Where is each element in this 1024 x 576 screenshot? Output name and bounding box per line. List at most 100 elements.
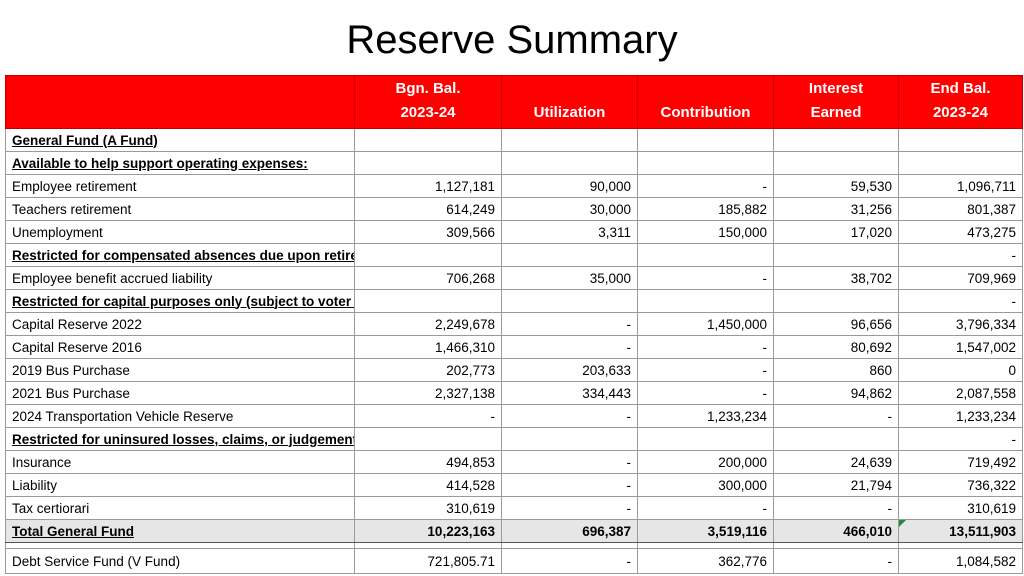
header-contribution: Contribution (637, 75, 774, 129)
bgn-bal-cell: 310,619 (354, 496, 502, 520)
end-bal-cell: 709,969 (898, 266, 1023, 290)
row-label: 2019 Bus Purchase (5, 358, 355, 382)
end-bal-cell: - (898, 243, 1023, 267)
utilization-cell: 696,387 (501, 519, 638, 543)
end-bal-cell: 801,387 (898, 197, 1023, 221)
row-label: Liability (5, 473, 355, 497)
utilization-cell: - (501, 496, 638, 520)
row-label: Employee retirement (5, 174, 355, 198)
bgn-bal-cell (354, 289, 502, 313)
interest-cell: 860 (773, 358, 899, 382)
header-row: Bgn. Bal. 2023-24 Utilization Contributio… (5, 75, 1023, 129)
utilization-cell: - (501, 312, 638, 336)
interest-cell (773, 289, 899, 313)
utilization-cell (501, 151, 638, 175)
end-bal-cell (898, 151, 1023, 175)
row-label: Capital Reserve 2022 (5, 312, 355, 336)
contribution-cell: - (637, 335, 774, 359)
table-row: Teachers retirement 614,249 30,000 185,882 3… (5, 197, 1023, 221)
utilization-cell: - (501, 473, 638, 497)
row-label: Restricted for compensated absences due … (5, 243, 355, 267)
header-interest-line1: Interest (808, 80, 864, 97)
utilization-cell: 3,311 (501, 220, 638, 244)
end-bal-cell (898, 128, 1023, 152)
section-header-row: Restricted for uninsured losses, claims,… (5, 427, 1023, 451)
contribution-cell (637, 151, 774, 175)
end-bal-cell: 1,096,711 (898, 174, 1023, 198)
header-interest-line2: Earned (810, 104, 862, 121)
interest-cell: 38,702 (773, 266, 899, 290)
header-bgn-line1: Bgn. Bal. (395, 80, 461, 97)
table-row: Capital Reserve 2016 1,466,310- -80,692 1,5… (5, 335, 1023, 359)
utilization-cell: - (501, 335, 638, 359)
bgn-bal-cell: 1,466,310 (354, 335, 502, 359)
reserve-summary-table: Bgn. Bal. 2023-24 Utilization Contributio… (5, 75, 1023, 574)
contribution-cell: 300,000 (637, 473, 774, 497)
header-bgn-line2: 2023-24 (400, 104, 456, 121)
end-bal-cell: 0 (898, 358, 1023, 382)
interest-cell (773, 151, 899, 175)
table-row: Unemployment 309,566 3,311 150,000 17,020 473… (5, 220, 1023, 244)
contribution-cell: 150,000 (637, 220, 774, 244)
bgn-bal-cell: 202,773 (354, 358, 502, 382)
interest-cell: 466,010 (773, 519, 899, 543)
row-label: Employee benefit accrued liability (5, 266, 355, 290)
bgn-bal-cell (354, 128, 502, 152)
spacer-cell (898, 542, 1023, 549)
contribution-cell: - (637, 174, 774, 198)
row-label: Teachers retirement (5, 197, 355, 221)
utilization-cell: - (501, 548, 638, 574)
row-label: Insurance (5, 450, 355, 474)
end-bal-cell: 1,233,234 (898, 404, 1023, 428)
interest-cell: 80,692 (773, 335, 899, 359)
bgn-bal-cell: 1,127,181 (354, 174, 502, 198)
contribution-cell (637, 427, 774, 451)
end-bal-cell: - (898, 427, 1023, 451)
section-header-row: Restricted for capital purposes only (su… (5, 289, 1023, 313)
page-title: Reserve Summary (346, 18, 678, 62)
section-header-row: Restricted for compensated absences due … (5, 243, 1023, 267)
interest-cell: 24,639 (773, 450, 899, 474)
header-utilization: Utilization (501, 75, 638, 129)
contribution-cell (637, 243, 774, 267)
contribution-cell (637, 128, 774, 152)
table-row: 2021 Bus Purchase 2,327,138 334,443-94,862… (5, 381, 1023, 405)
bgn-bal-cell: 2,249,678 (354, 312, 502, 336)
interest-cell (773, 128, 899, 152)
table-row: Tax certiorari 310,619- - -310,619 (5, 496, 1023, 520)
utilization-cell: 35,000 (501, 266, 638, 290)
row-label: Total General Fund (5, 519, 355, 543)
interest-cell: 21,794 (773, 473, 899, 497)
utilization-cell (501, 128, 638, 152)
end-bal-cell: - (898, 289, 1023, 313)
interest-cell: 31,256 (773, 197, 899, 221)
interest-cell: 94,862 (773, 381, 899, 405)
interest-cell: - (773, 548, 899, 574)
table-body: General Fund (A Fund) Available to help s… (5, 128, 1023, 574)
utilization-cell (501, 243, 638, 267)
end-bal-cell: 2,087,558 (898, 381, 1023, 405)
end-bal-cell: 736,322 (898, 473, 1023, 497)
row-label: Capital Reserve 2016 (5, 335, 355, 359)
interest-cell: 17,020 (773, 220, 899, 244)
utilization-cell: 90,000 (501, 174, 638, 198)
header-end-line2: 2023-24 (932, 104, 989, 121)
interest-cell: - (773, 496, 899, 520)
spacer-row (5, 542, 1023, 549)
table-row: Employee benefit accrued liability 706,26… (5, 266, 1023, 290)
header-interest-earned: Interest Earned (773, 75, 899, 129)
header-end-bal: End Bal. 2023-24 (898, 75, 1023, 129)
bgn-bal-cell: - (354, 404, 502, 428)
contribution-cell: - (637, 496, 774, 520)
end-bal-cell: 719,492 (898, 450, 1023, 474)
bgn-bal-cell: 614,249 (354, 197, 502, 221)
table-row: Debt Service Fund (V Fund) 721,805.71-362… (5, 548, 1023, 574)
utilization-cell: 203,633 (501, 358, 638, 382)
interest-cell (773, 427, 899, 451)
row-label: 2021 Bus Purchase (5, 381, 355, 405)
row-label: Tax certiorari (5, 496, 355, 520)
bgn-bal-cell: 414,528 (354, 473, 502, 497)
utilization-cell: 334,443 (501, 381, 638, 405)
row-label: General Fund (A Fund) (5, 128, 355, 152)
section-header-row: Available to help support operating expe… (5, 151, 1023, 175)
